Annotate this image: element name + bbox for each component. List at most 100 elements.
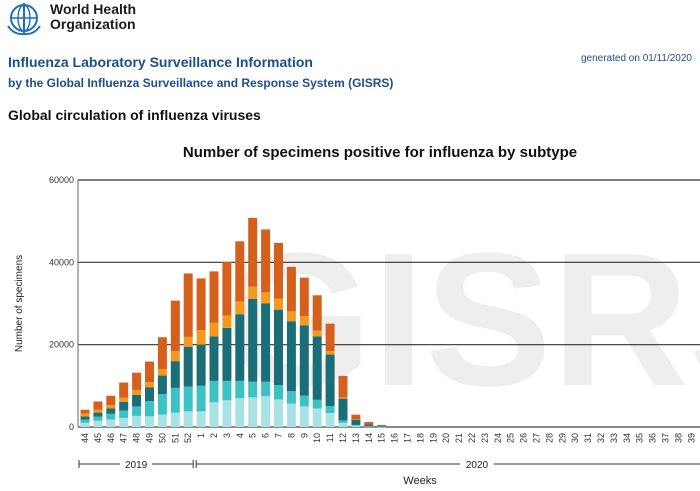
bar-segment-5 [183,273,193,337]
bar-segment-5 [248,217,258,287]
bar-segment-3 [183,346,193,387]
x-tick-label: 14 [364,433,374,443]
year-label-2020: 2020 [466,460,489,471]
y-tick-label: 40000 [49,257,74,267]
bar-segment-4 [351,419,361,420]
bar-segment-4 [157,368,167,376]
x-tick-label: 38 [673,433,683,443]
bar-segment-4 [325,351,335,355]
x-tick-label: 20 [441,433,451,443]
bar-segment-2 [80,419,90,423]
bar-segment-4 [170,351,180,362]
bar-segment-1 [274,399,283,427]
bar-segment-4 [196,330,206,345]
y-tick-label: 20000 [49,340,74,350]
bar-segment-5 [157,337,167,369]
bar-segment-5 [377,424,387,427]
x-tick-label: 23 [480,433,490,443]
generated-date: generated on 01/11/2020 [580,53,692,64]
x-tick-label: 15 [377,433,387,443]
bar-segment-5 [235,241,245,302]
x-tick-label: 22 [467,433,477,443]
bar-segment-2 [222,380,232,401]
bar-segment-3 [338,398,348,421]
bar-segment-1 [93,420,103,427]
x-tick-label: 26 [519,433,529,443]
bar-segment-4 [119,397,129,402]
bar-segment-3 [119,401,129,411]
x-tick-label: 49 [145,433,155,443]
bar-segment-2 [248,381,258,398]
org-name-line2: Organization [50,16,136,32]
bar-segment-1 [338,422,348,427]
bar-segment-5 [261,229,271,293]
bar-segment-5 [196,278,206,331]
bar-segment-3 [106,408,116,414]
x-tick-label: 13 [351,433,361,443]
bar-segment-4 [261,292,271,304]
bar-segment-5 [209,271,219,323]
bar-segment-5 [299,277,309,317]
x-tick-label: 10 [312,433,322,443]
bar-segment-3 [364,424,374,427]
x-tick-label: 28 [544,433,554,443]
bar-segment-1 [119,417,129,427]
bar-segment-5 [286,266,296,312]
bar-segment-3 [209,336,219,381]
bar-segment-2 [157,394,167,415]
bar-segment-5 [338,375,348,398]
bar-segment-2 [351,424,361,426]
bar-segment-3 [351,419,361,425]
x-tick-label: 6 [261,433,271,438]
bar-segment-2 [274,385,283,400]
org-name-line1: World Health [50,1,137,17]
bar-segment-1 [170,412,180,427]
x-tick-label: 50 [157,433,167,443]
bar-segment-1 [209,402,219,427]
x-tick-label: 8 [286,433,296,438]
year-label-2019: 2019 [125,460,148,471]
bar-segment-4 [274,298,283,310]
x-tick-label: 45 [93,433,103,443]
bar-segment-1 [132,415,142,427]
x-tick-label: 16 [390,433,400,443]
bar-segment-1 [222,400,232,427]
bar-segment-3 [196,344,206,386]
bar-segment-3 [325,354,335,407]
x-tick-label: 3 [222,433,232,438]
bar-segment-5 [80,409,90,414]
bar-segment-3 [312,336,322,400]
y-axis-label: Number of specimens [14,255,25,352]
bar-segment-2 [170,387,180,413]
bar-segment-2 [119,410,129,418]
bar-segment-4 [93,409,103,413]
bar-segment-1 [106,419,116,427]
bar-segment-2 [299,395,309,407]
x-tick-label: 19 [428,433,438,443]
x-tick-label: 4 [235,433,245,438]
bar-segment-4 [222,315,232,328]
bar-segment-3 [274,309,283,386]
bar-segment-5 [93,401,103,410]
bar-segment-4 [235,301,245,315]
bar-segment-3 [248,298,258,382]
bar-segment-2 [93,416,103,421]
bar-segment-2 [183,386,193,412]
year-label-bg [120,458,153,470]
bar-segment-1 [157,414,167,427]
bar-segment-1 [312,408,322,427]
bar-segment-2 [325,406,335,414]
bar-segment-5 [325,323,335,352]
x-tick-label: 17 [403,433,413,443]
bar-segment-3 [170,361,180,388]
x-tick-label: 36 [648,433,658,443]
x-tick-label: 9 [299,433,309,438]
bar-segment-2 [377,426,387,428]
y-tick-label: 60000 [49,175,74,185]
x-tick-label: 11 [325,433,335,442]
x-tick-label: 27 [532,433,542,443]
bar-segment-3 [93,412,103,417]
bar-segment-2 [261,381,271,397]
info-title: Influenza Laboratory Surveillance Inform… [8,54,313,70]
bar-segment-4 [132,389,142,395]
